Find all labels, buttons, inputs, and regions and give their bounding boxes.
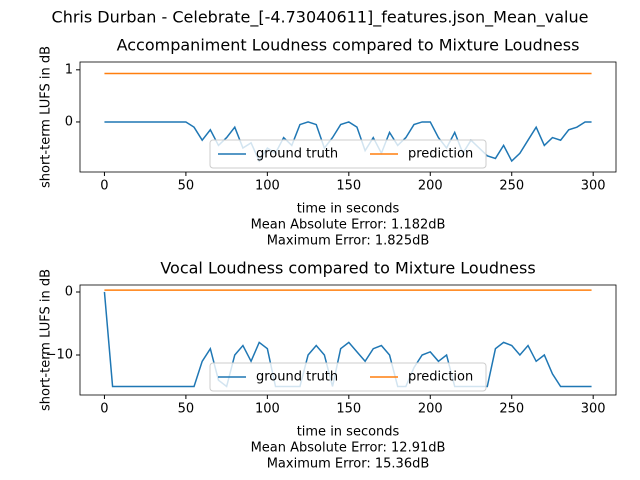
y-tick-label: 0 [65, 114, 73, 129]
legend-box [209, 362, 487, 392]
x-tick-label: 100 [255, 402, 280, 417]
axes-frame [79, 61, 617, 173]
x-axis-label: time in seconds [297, 425, 400, 440]
x-tick-label: 300 [581, 402, 606, 417]
legend-label: prediction [408, 147, 473, 162]
annotation: Maximum Error: 1.825dB [267, 234, 430, 249]
x-tick-label: 300 [581, 179, 606, 194]
series-line [104, 121, 592, 163]
y-tick-label: 0 [65, 284, 73, 299]
annotation: Mean Absolute Error: 12.91dB [251, 441, 446, 456]
x-tick-label: 0 [100, 179, 108, 194]
series-line [103, 291, 592, 388]
legend-label: ground truth [256, 147, 338, 162]
legend-box [209, 139, 487, 169]
y-axis-label: short-term LUFS in dB [39, 46, 54, 188]
legend-label: prediction [408, 370, 473, 385]
x-axis-label: time in seconds [297, 202, 400, 217]
annotation: Maximum Error: 15.36dB [267, 457, 430, 472]
axes-title: Accompaniment Loudness compared to Mixtu… [117, 36, 580, 55]
x-tick-label: 200 [418, 402, 443, 417]
figure-title: Chris Durban - Celebrate_[-4.73040611]_f… [52, 8, 589, 28]
y-tick-label: 1 [65, 62, 73, 77]
annotation: Mean Absolute Error: 1.182dB [251, 218, 446, 233]
x-tick-label: 250 [499, 402, 524, 417]
x-tick-label: 150 [336, 179, 361, 194]
x-tick-label: 250 [499, 179, 524, 194]
x-tick-label: 50 [178, 402, 195, 417]
legend-label: ground truth [256, 370, 338, 385]
y-axis-label: short-term LUFS in dB [39, 269, 54, 411]
x-tick-label: 200 [418, 179, 443, 194]
axes-title: Vocal Loudness compared to Mixture Loudn… [160, 259, 535, 278]
axes-frame [79, 284, 617, 396]
y-tick-label: −10 [46, 347, 73, 362]
x-tick-label: 150 [336, 402, 361, 417]
x-tick-label: 50 [178, 179, 195, 194]
x-tick-label: 100 [255, 179, 280, 194]
x-tick-label: 0 [100, 402, 108, 417]
